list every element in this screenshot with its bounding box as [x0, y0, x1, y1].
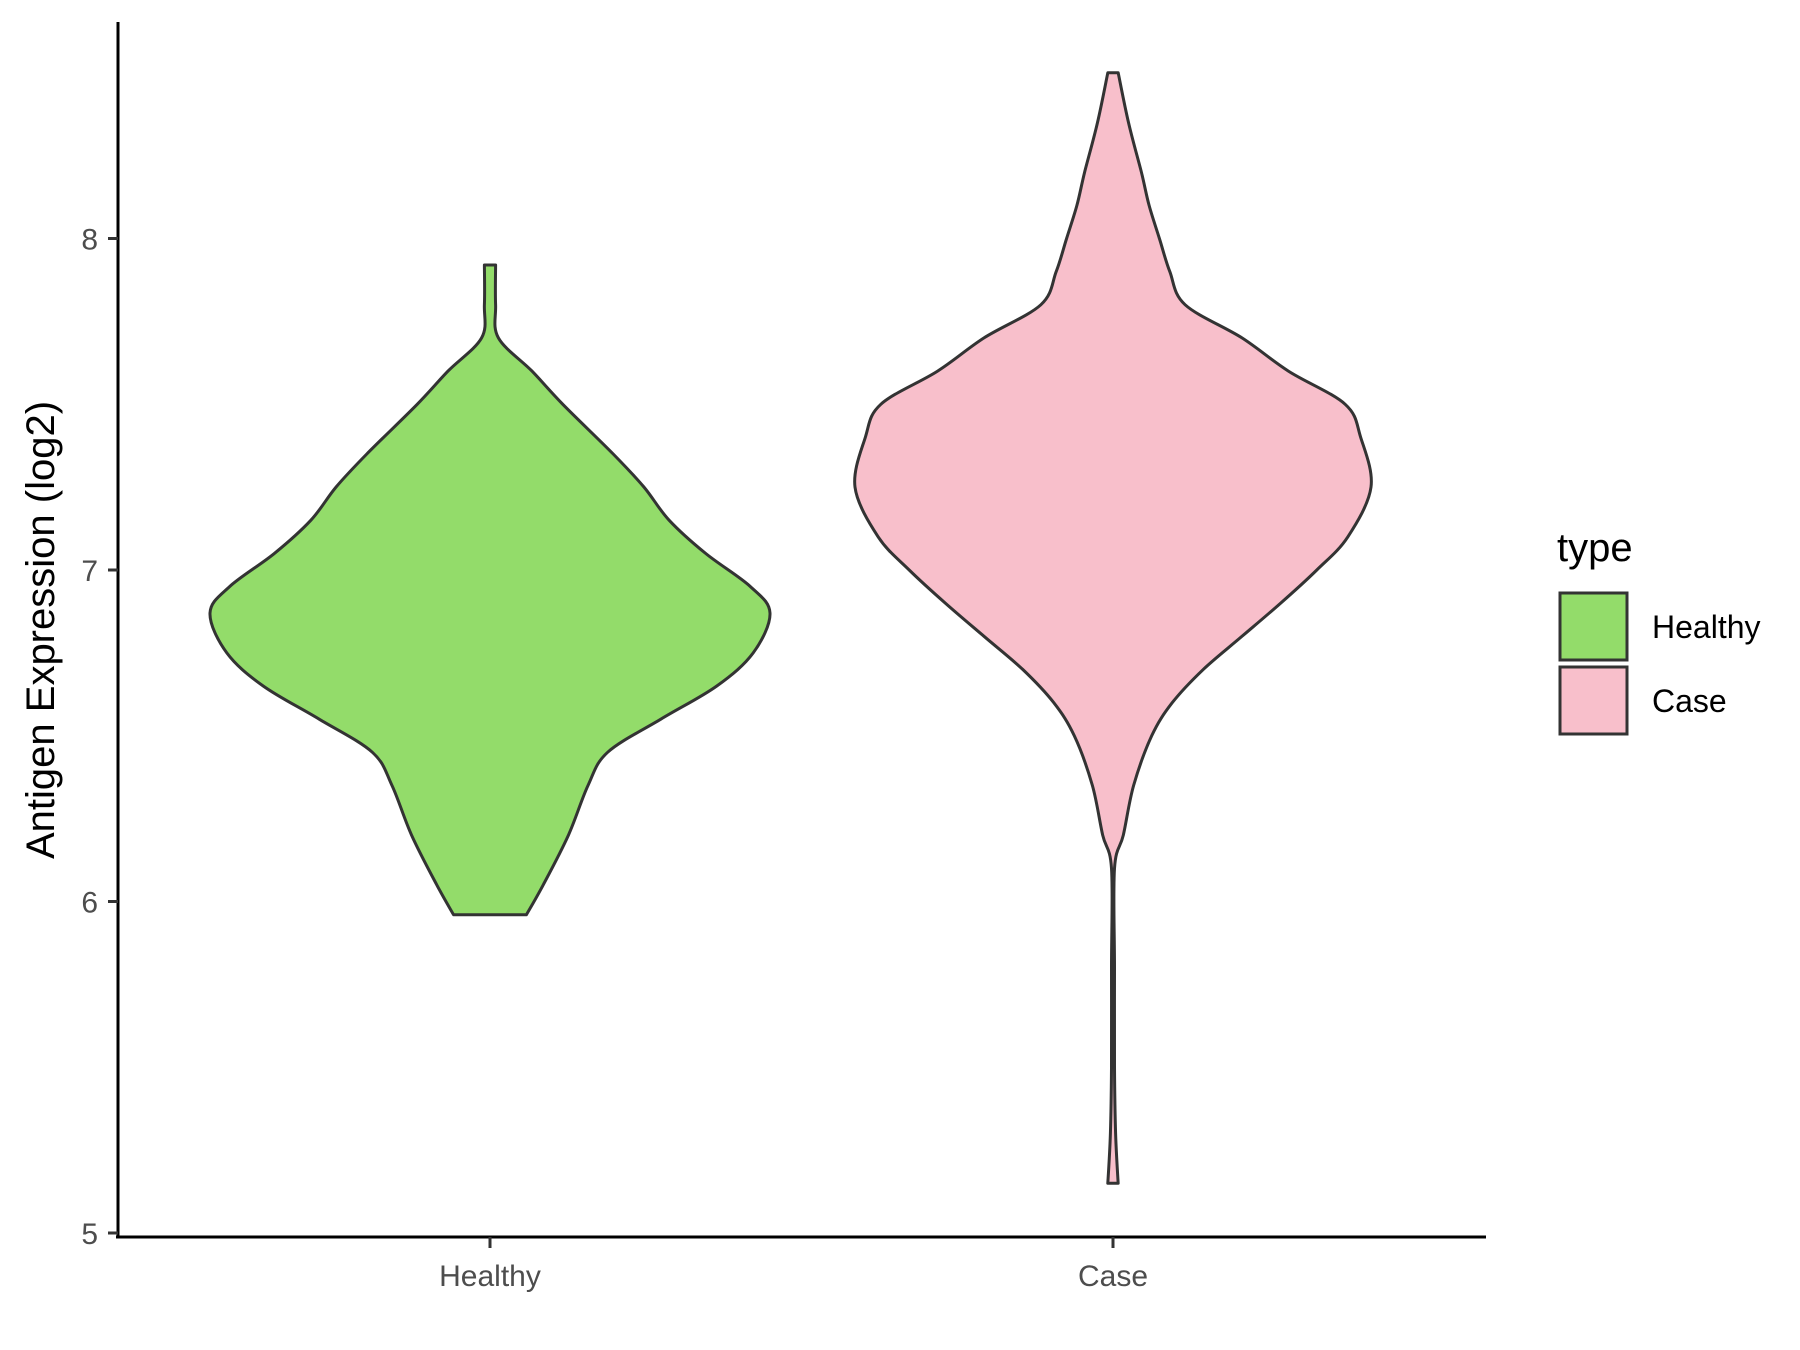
y-tick-label: 6: [81, 887, 98, 920]
legend-label-healthy: Healthy: [1652, 609, 1761, 645]
y-tick-label: 8: [81, 224, 98, 257]
x-tick-label-healthy: Healthy: [439, 1260, 541, 1293]
x-axis-ticks: Healthy Case: [439, 1237, 1148, 1293]
violin-healthy: [208, 263, 772, 917]
y-tick-label: 7: [81, 555, 98, 588]
violin-case: [853, 71, 1373, 1185]
legend: type Healthy Case: [1557, 526, 1761, 736]
legend-swatch-healthy: [1558, 591, 1629, 662]
legend-title: type: [1557, 526, 1633, 570]
x-tick-label-case: Case: [1078, 1260, 1148, 1293]
y-tick-label: 5: [81, 1218, 98, 1251]
y-axis-ticks: 5 6 7 8: [81, 224, 118, 1251]
violins-layer: [208, 71, 1373, 1185]
y-axis-title: Antigen Expression (log2): [19, 401, 63, 859]
legend-label-case: Case: [1652, 683, 1727, 719]
legend-swatch-case: [1558, 665, 1629, 736]
